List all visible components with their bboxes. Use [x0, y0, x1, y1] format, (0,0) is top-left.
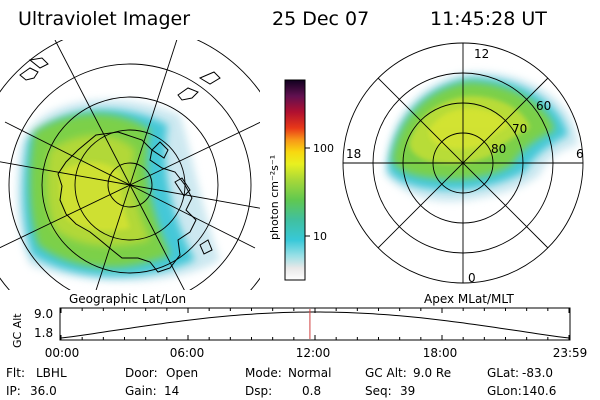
status-gcalt-value: 9.0 Re [413, 366, 451, 380]
apex-polar-panel: 12 18 6 0 60 70 80 Apex MLat/MLT [342, 42, 584, 306]
status-glon: GLon: 140.6 [487, 384, 556, 398]
altitude-ytick-min: 1.8 [34, 326, 53, 340]
status-dsp-label: Dsp: [245, 384, 272, 398]
status-glat-label: GLat: [487, 366, 519, 380]
status-gcalt-label: GC Alt: [365, 366, 407, 380]
altitude-x-ticks [60, 308, 570, 340]
mlt-label-noon: 12 [474, 47, 489, 61]
geographic-caption: Geographic Lat/Lon [69, 292, 186, 306]
mlt-spokes [343, 43, 583, 283]
geographic-map-panel: Geographic Lat/Lon [0, 40, 260, 306]
image-date: 25 Dec 07 [272, 8, 369, 30]
status-door-label: Door: [125, 366, 158, 380]
status-mode-value: Normal [288, 366, 331, 380]
status-mode-label: Mode: [245, 366, 282, 380]
mlt-label-midnight: 0 [468, 271, 476, 285]
status-ip-value: 36.0 [30, 384, 57, 398]
status-ip: IP: 36.0 [6, 384, 57, 398]
status-glat-value: -83.0 [522, 366, 553, 380]
altitude-xtick-2359: 23:59 [553, 346, 588, 360]
status-seq: Seq: 39 [365, 384, 415, 398]
apex-caption: Apex MLat/MLT [424, 292, 514, 306]
status-glon-value: 140.6 [522, 384, 556, 398]
altitude-xtick-1800: 18:00 [423, 346, 458, 360]
status-gain: Gain: 14 [125, 384, 179, 398]
status-flt-label: Flt: [6, 366, 25, 380]
colorbar-tick-100: 100 [313, 142, 334, 155]
altitude-ytick-max: 9.0 [34, 307, 53, 321]
colorbar-tick-10: 10 [313, 230, 327, 243]
status-door-value: Open [166, 366, 198, 380]
colorbar: 100 10 photon cm⁻²s⁻¹ [268, 79, 334, 281]
mlat-label-70: 70 [512, 122, 527, 136]
status-gain-label: Gain: [125, 384, 157, 398]
status-info: Flt: LBHL Door: Open Mode: Normal GC Alt… [6, 366, 556, 398]
status-flt: Flt: LBHL [6, 366, 67, 380]
altitude-plot: GC Alt 9.0 1.8 00:00 06:00 12:00 18:00 2… [11, 307, 587, 360]
mlat-label-80: 80 [491, 142, 506, 156]
altitude-xtick-0600: 06:00 [170, 346, 205, 360]
coastline-outlines [19, 57, 221, 273]
status-glon-label: GLon: [487, 384, 522, 398]
meridian-lines [0, 40, 260, 290]
aurora-emission-right [385, 71, 578, 202]
colorbar-gradient [284, 79, 306, 281]
status-ip-label: IP: [6, 384, 21, 398]
altitude-xtick-0000: 00:00 [45, 346, 80, 360]
status-flt-value: LBHL [36, 366, 67, 380]
instrument-title: Ultraviolet Imager [18, 8, 190, 30]
altitude-ylabel: GC Alt [11, 313, 24, 348]
mlt-label-dusk: 18 [346, 147, 361, 161]
mlt-label-dawn: 6 [576, 147, 584, 161]
status-dsp-value: 0.8 [302, 384, 321, 398]
status-glat: GLat: -83.0 [487, 366, 553, 380]
status-gain-value: 14 [164, 384, 179, 398]
status-mode: Mode: Normal [245, 366, 331, 380]
status-door: Door: Open [125, 366, 198, 380]
status-seq-value: 39 [400, 384, 415, 398]
status-gcalt: GC Alt: 9.0 Re [365, 366, 451, 380]
mlat-label-60: 60 [536, 99, 551, 113]
status-seq-label: Seq: [365, 384, 392, 398]
colorbar-unit-label: photon cm⁻²s⁻¹ [268, 155, 281, 240]
altitude-xtick-1200: 12:00 [296, 346, 331, 360]
image-time: 11:45:28 UT [430, 8, 547, 30]
altitude-curve [60, 311, 570, 339]
latitude-circles [8, 63, 252, 290]
status-dsp: Dsp: 0.8 [245, 384, 321, 398]
